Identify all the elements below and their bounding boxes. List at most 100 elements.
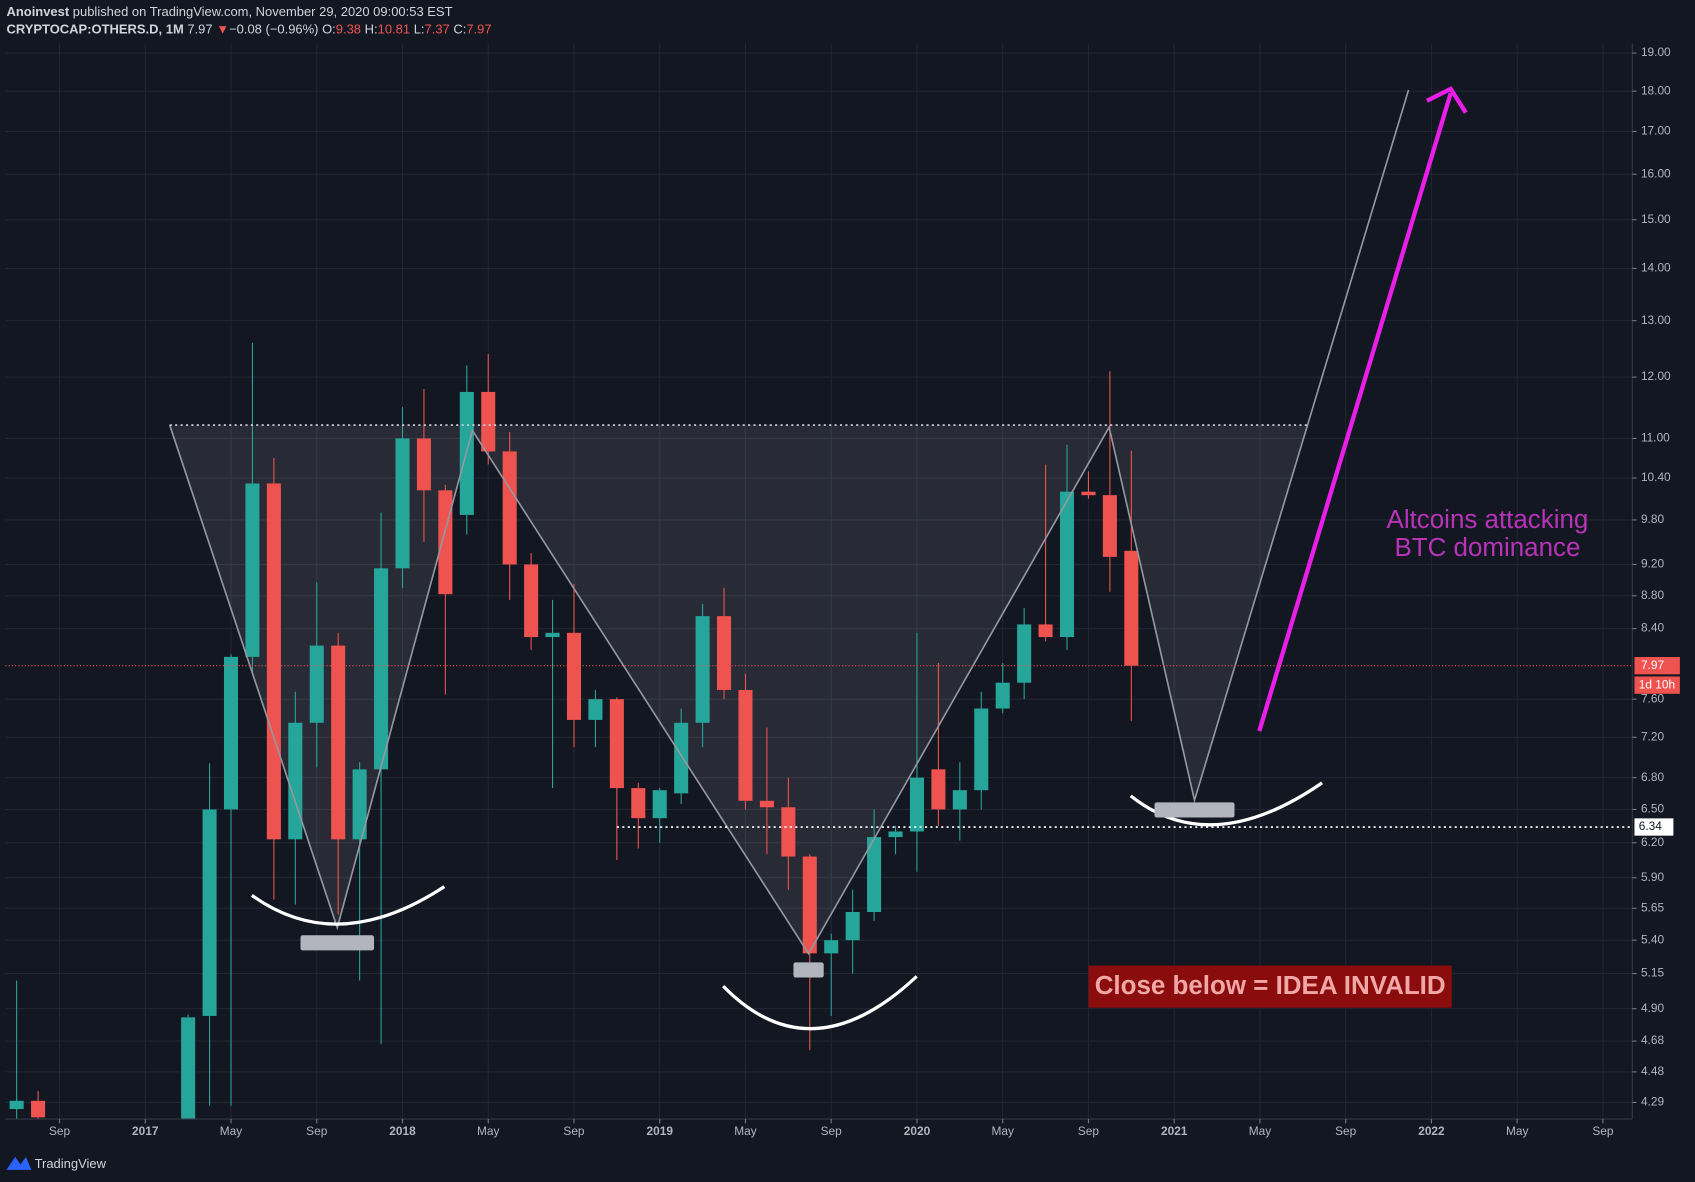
candle-body bbox=[331, 645, 346, 840]
header-line: Anoinvest published on TradingView.com, … bbox=[6, 5, 452, 20]
candle-body bbox=[266, 483, 281, 840]
candle-body bbox=[652, 790, 667, 819]
candle-body bbox=[995, 682, 1010, 709]
y-tick-label: 7.20 bbox=[1641, 729, 1665, 743]
x-tick-label: 2021 bbox=[1161, 1124, 1188, 1138]
candle-body bbox=[931, 769, 946, 810]
candle-body bbox=[974, 708, 989, 791]
y-tick-label: 18.00 bbox=[1641, 83, 1671, 97]
marker bbox=[300, 935, 375, 951]
candle-body bbox=[1059, 491, 1075, 638]
y-tick-label: 4.48 bbox=[1641, 1064, 1665, 1078]
x-tick-label: 2022 bbox=[1418, 1124, 1445, 1138]
candle-body bbox=[438, 490, 453, 595]
y-tick-label: 15.00 bbox=[1641, 212, 1671, 226]
candle-body bbox=[824, 940, 839, 954]
x-tick-label: May bbox=[220, 1124, 242, 1138]
candle-body bbox=[481, 391, 496, 452]
y-tick-label: 6.50 bbox=[1641, 802, 1665, 816]
candle-body bbox=[352, 769, 367, 840]
candle-body bbox=[802, 856, 817, 954]
price-label: 7.97 bbox=[1641, 658, 1664, 672]
candle-body bbox=[416, 438, 431, 491]
x-tick-label: May bbox=[477, 1124, 499, 1138]
y-tick-label: 4.29 bbox=[1641, 1095, 1665, 1109]
footer-logo: TradingView bbox=[6, 1156, 107, 1171]
y-tick-label: 17.00 bbox=[1641, 124, 1671, 138]
y-tick-label: 14.00 bbox=[1641, 261, 1671, 275]
candle-body bbox=[1124, 550, 1139, 666]
x-tick-label: Sep bbox=[49, 1124, 71, 1138]
arrow-head bbox=[1425, 86, 1468, 114]
annotation-box bbox=[1088, 965, 1452, 1008]
marker bbox=[793, 962, 824, 978]
arc bbox=[250, 885, 446, 926]
candle-body bbox=[309, 645, 324, 723]
published: published on TradingView.com, November 2… bbox=[73, 5, 453, 20]
candle-body bbox=[524, 564, 539, 638]
countdown: 1d 10h bbox=[1639, 677, 1675, 691]
o-value: 9.38 bbox=[336, 22, 361, 37]
candle-body bbox=[31, 1100, 46, 1118]
y-tick-label: 11.00 bbox=[1641, 431, 1670, 445]
candle-body bbox=[1038, 624, 1053, 638]
arc bbox=[1129, 781, 1323, 827]
y-tick-label: 5.65 bbox=[1641, 900, 1665, 914]
y-tick-label: 12.00 bbox=[1641, 369, 1671, 383]
x-tick-label: May bbox=[734, 1124, 756, 1138]
candle-body bbox=[781, 807, 796, 857]
countdown-box bbox=[1634, 676, 1680, 694]
y-tick-label: 5.40 bbox=[1641, 932, 1665, 946]
x-tick-label: Sep bbox=[821, 1124, 843, 1138]
annotation: Close below = IDEA INVALID bbox=[1095, 972, 1446, 1000]
candle-body bbox=[202, 809, 217, 1016]
arc bbox=[722, 975, 918, 1031]
candle-body bbox=[545, 632, 560, 638]
candle-body bbox=[181, 1017, 196, 1120]
y-tick-label: 8.40 bbox=[1641, 621, 1665, 635]
candle-body bbox=[9, 1100, 24, 1110]
arrow: ▼ bbox=[216, 22, 229, 37]
h-label: H: bbox=[365, 22, 378, 37]
candle-body bbox=[888, 831, 903, 838]
level-label: 6.34 bbox=[1639, 819, 1663, 833]
l-label: L: bbox=[414, 22, 425, 37]
candle-body bbox=[1102, 495, 1117, 557]
candle-body bbox=[952, 790, 967, 810]
candle-body bbox=[759, 800, 774, 808]
header-line: CRYPTOCAP:OTHERS.D, 1M 7.97 ▼−0.08 (−0.9… bbox=[6, 22, 491, 37]
candle-body bbox=[223, 656, 239, 810]
x-tick-label: Sep bbox=[1078, 1124, 1100, 1138]
candle-body bbox=[588, 699, 603, 720]
x-tick-label: May bbox=[1249, 1124, 1271, 1138]
candle-body bbox=[738, 689, 753, 801]
brand: TradingView bbox=[35, 1156, 107, 1171]
pattern-fill bbox=[169, 425, 1309, 954]
marker bbox=[1154, 802, 1235, 818]
candle-body bbox=[909, 777, 924, 832]
last: 7.97 bbox=[187, 22, 212, 37]
x-tick-label: 2018 bbox=[389, 1124, 416, 1138]
y-tick-label: 9.80 bbox=[1641, 512, 1665, 526]
candle-body bbox=[502, 451, 517, 565]
candle-body bbox=[1017, 624, 1032, 683]
y-tick-label: 9.20 bbox=[1641, 557, 1665, 571]
overlay: 7.97 1d 10h 6.34 bbox=[5, 657, 1680, 836]
candle-body bbox=[609, 699, 624, 789]
x-tick-label: Sep bbox=[306, 1124, 328, 1138]
y-tick-label: 8.80 bbox=[1641, 588, 1665, 602]
y-tick-label: 16.00 bbox=[1641, 166, 1671, 180]
y-tick-label: 13.00 bbox=[1641, 313, 1671, 327]
x-tick-label: 2020 bbox=[904, 1124, 931, 1138]
logo bbox=[6, 1156, 32, 1170]
x-tick-label: Sep bbox=[563, 1124, 585, 1138]
candle-body bbox=[374, 568, 389, 770]
y-tick-label: 6.20 bbox=[1641, 835, 1665, 849]
candle-body bbox=[566, 632, 582, 720]
c-value: 7.97 bbox=[466, 22, 491, 37]
change: −0.08 (−0.96%) bbox=[229, 22, 318, 37]
x-tick-label: Sep bbox=[1335, 1124, 1357, 1138]
candle-body bbox=[695, 616, 710, 723]
x-tick-label: 2017 bbox=[132, 1124, 159, 1138]
